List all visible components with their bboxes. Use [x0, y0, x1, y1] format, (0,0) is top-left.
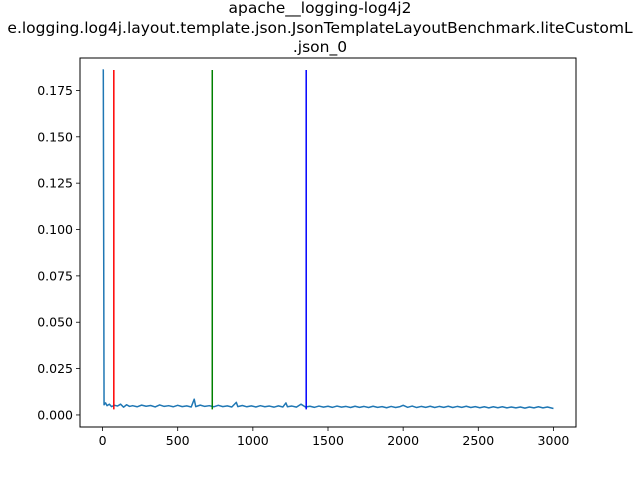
x-tick-label: 500 [166, 433, 190, 448]
y-tick-label: 0.050 [37, 315, 73, 330]
y-tick-label: 0.175 [37, 83, 73, 98]
chart-title-line-2: e.logging.log4j.layout.template.json.Jso… [7, 19, 633, 37]
x-tick-label: 1000 [237, 433, 269, 448]
x-tick-label: 2000 [387, 433, 419, 448]
y-tick-label: 0.075 [37, 268, 73, 283]
y-tick-label: 0.025 [37, 361, 73, 376]
chart-title-line-3: .json_0 [293, 38, 347, 57]
y-tick-label: 0.000 [37, 407, 73, 422]
y-tick-label: 0.150 [37, 129, 73, 144]
x-tick-label: 3000 [538, 433, 570, 448]
x-tick-label: 0 [99, 433, 107, 448]
chart-title-line-1: apache__logging-log4j2 [229, 0, 412, 18]
series-line-0 [102, 69, 554, 410]
y-tick-label: 0.100 [37, 222, 73, 237]
x-tick-label: 1500 [312, 433, 344, 448]
axes-frame [79, 57, 577, 428]
y-axis: 0.000 0.025 0.050 0.075 0.100 0.125 0.150 0.175 [37, 83, 80, 422]
y-tick-label: 0.125 [37, 176, 73, 191]
chart-title: apache__logging-log4j2 e.logging.log4j.l… [7, 0, 633, 57]
plot-area [102, 69, 554, 410]
x-axis: 0 500 1000 1500 2000 2500 3000 [99, 427, 570, 448]
x-tick-label: 2500 [462, 433, 494, 448]
